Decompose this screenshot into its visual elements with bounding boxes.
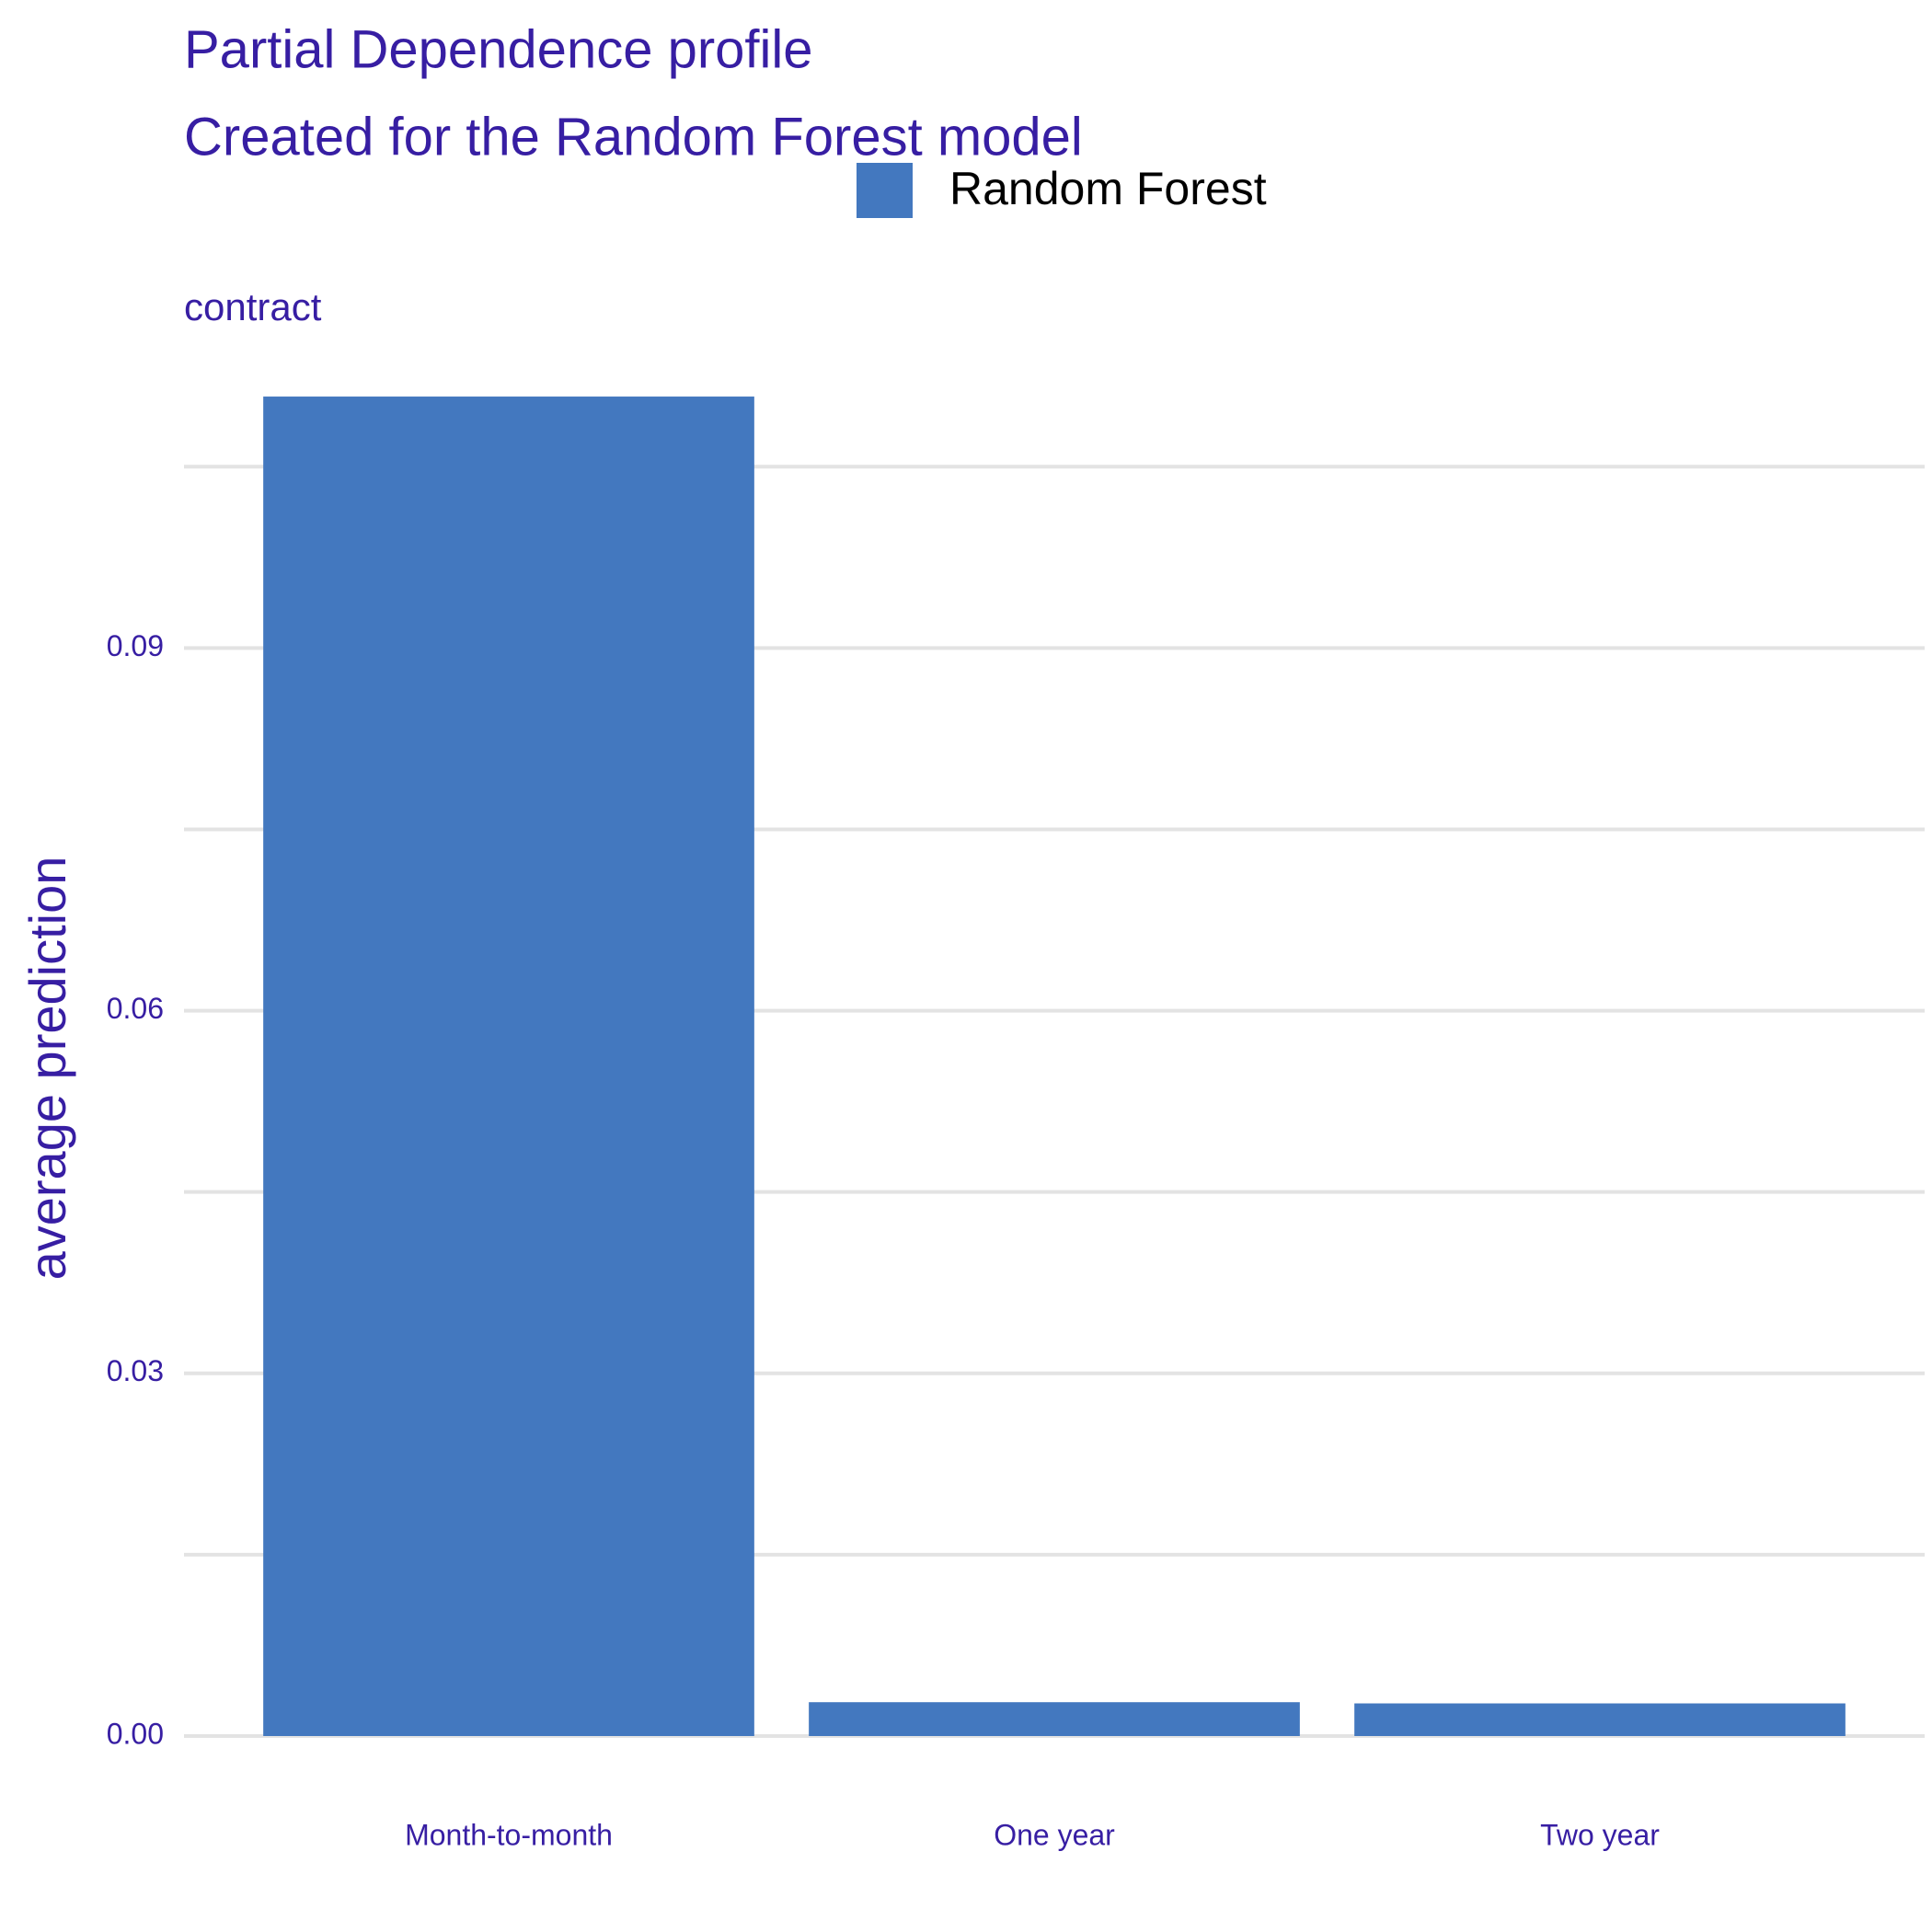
- legend-label: Random Forest: [949, 163, 1267, 214]
- chart-subtitle: Created for the Random Forest model: [184, 107, 1083, 167]
- bar: [1354, 1703, 1846, 1736]
- y-tick-label: 0.00: [107, 1717, 164, 1750]
- y-tick-label: 0.03: [107, 1354, 164, 1387]
- y-axis-title: average prediction: [18, 857, 76, 1281]
- facet-label: contract: [184, 285, 322, 328]
- legend-swatch: [857, 163, 913, 218]
- chart-title: Partial Dependence profile: [184, 19, 813, 79]
- y-tick-label: 0.06: [107, 992, 164, 1025]
- bar: [809, 1702, 1300, 1736]
- x-tick-label: Month-to-month: [405, 1818, 613, 1851]
- x-tick-label: One year: [994, 1818, 1115, 1851]
- x-tick-label: Two year: [1540, 1818, 1660, 1851]
- bar: [263, 397, 754, 1737]
- y-tick-label: 0.09: [107, 629, 164, 662]
